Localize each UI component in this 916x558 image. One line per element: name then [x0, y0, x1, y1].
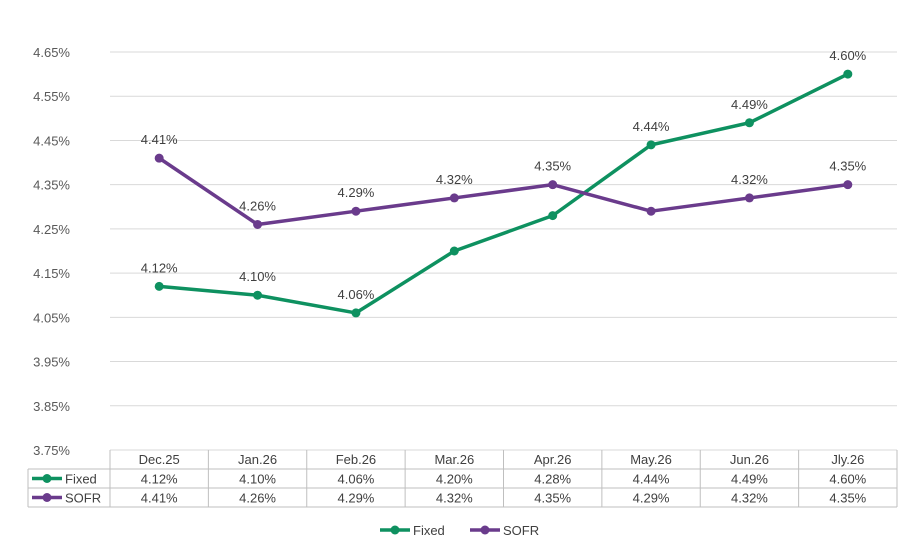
data-point: [449, 246, 459, 256]
data-labels: 4.12% 4.10% 4.06% 4.44% 4.49% 4.60% 4.41% 4.26%…: [141, 48, 867, 302]
table-cell: 4.12%: [141, 472, 178, 487]
data-label: 4.29%: [338, 185, 375, 200]
x-tick-label: Apr.26: [534, 452, 572, 467]
data-label: 4.35%: [534, 159, 571, 174]
y-tick-label: 4.45%: [33, 133, 70, 148]
legend-key-marker: [480, 525, 490, 535]
data-point: [843, 180, 853, 190]
table-cell: 4.35%: [534, 491, 571, 506]
table-cell: 4.44%: [633, 472, 670, 487]
data-point: [548, 211, 558, 221]
x-tick-label: Jun.26: [730, 452, 769, 467]
x-tick-label: Dec.25: [139, 452, 180, 467]
data-label: 4.44%: [633, 119, 670, 134]
series-line-sofr: [157, 156, 850, 227]
data-point: [253, 219, 263, 229]
series-line-fixed: [157, 72, 850, 315]
data-label: 4.26%: [239, 198, 276, 213]
y-tick-label: 4.05%: [33, 310, 70, 325]
table-cell: 4.10%: [239, 472, 276, 487]
table-cell: 4.20%: [436, 472, 473, 487]
data-point: [253, 290, 263, 300]
table-series-key-marker: [42, 493, 52, 502]
data-point: [154, 281, 164, 291]
y-tick-label: 4.55%: [33, 89, 70, 104]
legend-key-marker: [390, 525, 400, 535]
table-cell: 4.32%: [731, 491, 768, 506]
data-point: [646, 140, 656, 150]
data-label: 4.12%: [141, 260, 178, 275]
table-cell: 4.26%: [239, 491, 276, 506]
table-series-key-marker: [42, 474, 52, 483]
gridlines: [110, 51, 897, 451]
table-cell: 4.06%: [338, 472, 375, 487]
x-tick-label: Jly.26: [831, 452, 864, 467]
table-cell: 4.32%: [436, 491, 473, 506]
y-tick-label: 3.85%: [33, 399, 70, 414]
data-label: 4.49%: [731, 97, 768, 112]
data-label: 4.32%: [436, 172, 473, 187]
y-tick-label: 3.95%: [33, 355, 70, 370]
data-point: [744, 193, 754, 203]
x-tick-label: May.26: [630, 452, 672, 467]
x-tick-label: Mar.26: [434, 452, 474, 467]
data-point: [154, 153, 164, 163]
data-point: [449, 193, 459, 203]
data-point: [646, 206, 656, 216]
x-tick-label: Jan.26: [238, 452, 277, 467]
table-series-name: Fixed: [65, 472, 97, 487]
table-cell: 4.60%: [829, 472, 866, 487]
data-label: 4.32%: [731, 172, 768, 187]
y-tick-label: 4.25%: [33, 222, 70, 237]
table-cell: 4.29%: [338, 491, 375, 506]
y-axis: 4.65% 4.55% 4.45% 4.35% 4.25% 4.15% 4.05% 3.95%…: [33, 45, 70, 458]
data-table: Dec.25 Jan.26 Feb.26 Mar.26 Apr.26 May.26 Jun.…: [27, 450, 898, 508]
table-cell: 4.28%: [534, 472, 571, 487]
data-label: 4.35%: [829, 159, 866, 174]
data-point: [744, 118, 754, 128]
data-label: 4.06%: [338, 287, 375, 302]
table-series-name: SOFR: [65, 491, 101, 506]
data-point: [843, 69, 853, 79]
legend-label: Fixed: [413, 523, 445, 538]
table-cell: 4.49%: [731, 472, 768, 487]
data-point: [351, 308, 361, 318]
y-tick-label: 4.15%: [33, 266, 70, 281]
y-tick-label: 4.65%: [33, 45, 70, 60]
data-label: 4.10%: [239, 269, 276, 284]
data-label: 4.60%: [829, 48, 866, 63]
data-point: [351, 206, 361, 216]
legend: Fixed SOFR: [380, 523, 539, 538]
data-label: 4.41%: [141, 132, 178, 147]
x-tick-label: Feb.26: [336, 452, 376, 467]
table-cell: 4.41%: [141, 491, 178, 506]
series-lines: [154, 69, 853, 318]
legend-label: SOFR: [503, 523, 539, 538]
data-point: [548, 180, 558, 190]
table-cell: 4.29%: [633, 491, 670, 506]
y-tick-label: 4.35%: [33, 178, 70, 193]
y-tick-label: 3.75%: [33, 443, 70, 458]
table-cell: 4.35%: [829, 491, 866, 506]
